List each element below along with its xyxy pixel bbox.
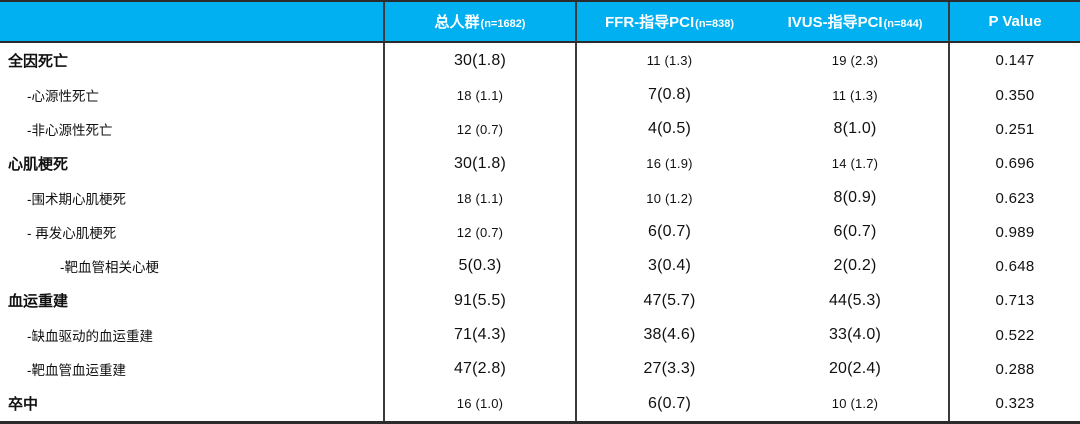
cell-ivus: 10 (1.2) xyxy=(831,396,879,411)
row-label: 心肌梗死 xyxy=(0,146,385,181)
header-ivus-n: (n=844) xyxy=(883,17,923,30)
header-ffr-label: FFR-指导PCI xyxy=(605,14,695,31)
cell-total: 71(4.3) xyxy=(385,318,577,352)
cell-total: 12 (0.7) xyxy=(385,112,577,146)
table-row: 心肌梗死 30(1.8) 16 (1.9) 14 (1.7) 0.696 xyxy=(0,146,1080,181)
header-ffr-n: (n=838) xyxy=(695,17,734,30)
cell-total: 18 (1.1) xyxy=(385,78,577,112)
header-total-n: (n=1682) xyxy=(480,17,526,30)
cell-ffr: 7(0.8) xyxy=(648,86,691,103)
header-ffr-pci: FFR-指导PCI (n=838) xyxy=(577,2,762,41)
cell-pvalue: 0.522 xyxy=(948,318,1080,352)
cell-pvalue: 0.696 xyxy=(948,146,1080,181)
cell-ffr: 47(5.7) xyxy=(643,291,696,309)
row-label: - 再发心肌梗死 xyxy=(0,215,385,249)
cell-pvalue: 0.989 xyxy=(948,215,1080,249)
cell-ffr: 27(3.3) xyxy=(643,360,696,377)
cell-pvalue: 0.713 xyxy=(948,283,1080,318)
table-row: -围术期心肌梗死 18 (1.1) 10 (1.2) 8(0.9) 0.623 xyxy=(0,181,1080,215)
cell-ffr: 10 (1.2) xyxy=(646,190,693,206)
cell-ivus: 6(0.7) xyxy=(833,223,877,240)
header-total-label: 总人群 xyxy=(434,14,480,31)
cell-ivus: 33(4.0) xyxy=(828,326,882,343)
row-label: -靶血管血运重建 xyxy=(0,352,385,386)
table-row: -缺血驱动的血运重建 71(4.3) 38(4.6) 33(4.0) 0.522 xyxy=(0,318,1080,352)
row-label: 卒中 xyxy=(0,386,385,421)
header-p-value: P Value xyxy=(948,2,1080,41)
cell-ffr: 16 (1.9) xyxy=(646,156,693,171)
cell-ffr: 6(0.7) xyxy=(648,223,691,240)
cell-total: 91(5.5) xyxy=(385,283,577,318)
cell-ffr: 11 (1.3) xyxy=(646,53,693,68)
cell-pvalue: 0.288 xyxy=(948,352,1080,386)
cell-pvalue: 0.648 xyxy=(948,249,1080,283)
row-label: -缺血驱动的血运重建 xyxy=(0,318,385,352)
cell-ffr: 3(0.4) xyxy=(648,257,691,274)
cell-total: 30(1.8) xyxy=(385,43,577,78)
row-label: 血运重建 xyxy=(0,283,385,318)
table-row: - 再发心肌梗死 12 (0.7) 6(0.7) 6(0.7) 0.989 xyxy=(0,215,1080,249)
row-label: 全因死亡 xyxy=(0,43,385,78)
header-p-value-label: P Value xyxy=(988,13,1042,30)
row-label: -心源性死亡 xyxy=(0,78,385,112)
cell-pvalue: 0.350 xyxy=(948,78,1080,112)
cell-pvalue: 0.623 xyxy=(948,181,1080,215)
table-row: -非心源性死亡 12 (0.7) 4(0.5) 8(1.0) 0.251 xyxy=(0,112,1080,146)
table-row: -靶血管血运重建 47(2.8) 27(3.3) 20(2.4) 0.288 xyxy=(0,352,1080,386)
cell-pvalue: 0.323 xyxy=(948,386,1080,421)
header-ivus-pci: IVUS-指导PCI (n=844) xyxy=(762,2,948,41)
cell-ffr: 38(4.6) xyxy=(643,326,696,343)
header-total-population: 总人群 (n=1682) xyxy=(385,2,577,41)
cell-ffr: 4(0.5) xyxy=(648,120,691,137)
header-ivus-label: IVUS-指导PCI xyxy=(787,14,883,31)
row-label: -靶血管相关心梗 xyxy=(0,249,385,283)
cell-ivus: 8(1.0) xyxy=(833,120,877,137)
table-header-row: 总人群 (n=1682) FFR-指导PCI (n=838) IVUS-指导PCI(… xyxy=(0,2,1080,43)
cell-total: 16 (1.0) xyxy=(385,386,577,421)
cell-ivus: 20(2.4) xyxy=(828,360,882,377)
cell-ivus: 8(0.9) xyxy=(833,189,877,206)
cell-ffr: 6(0.7) xyxy=(648,394,691,412)
cell-ivus: 44(5.3) xyxy=(828,291,882,309)
table-row: -心源性死亡 18 (1.1) 7(0.8) 11 (1.3) 0.350 xyxy=(0,78,1080,112)
cell-ivus: 19 (2.3) xyxy=(831,53,879,68)
cell-ivus: 11 (1.3) xyxy=(832,87,878,103)
cell-total: 30(1.8) xyxy=(385,146,577,181)
cell-pvalue: 0.251 xyxy=(948,112,1080,146)
cell-total: 12 (0.7) xyxy=(385,215,577,249)
row-label: -围术期心肌梗死 xyxy=(0,181,385,215)
table-row: -靶血管相关心梗 5(0.3) 3(0.4) 2(0.2) 0.648 xyxy=(0,249,1080,283)
cell-total: 5(0.3) xyxy=(385,249,577,283)
cell-pvalue: 0.147 xyxy=(948,43,1080,78)
cell-ivus: 14 (1.7) xyxy=(831,156,879,171)
row-label: -非心源性死亡 xyxy=(0,112,385,146)
header-row-label-cell xyxy=(0,2,385,41)
table-row: 血运重建 91(5.5) 47(5.7) 44(5.3) 0.713 xyxy=(0,283,1080,318)
cell-total: 47(2.8) xyxy=(385,352,577,386)
table-row: 卒中 16 (1.0) 6(0.7) 10 (1.2) 0.323 xyxy=(0,386,1080,421)
table-row: 全因死亡 30(1.8) 11 (1.3) 19 (2.3) 0.147 xyxy=(0,43,1080,78)
cell-total: 18 (1.1) xyxy=(385,181,577,215)
cell-ivus: 2(0.2) xyxy=(833,257,877,274)
